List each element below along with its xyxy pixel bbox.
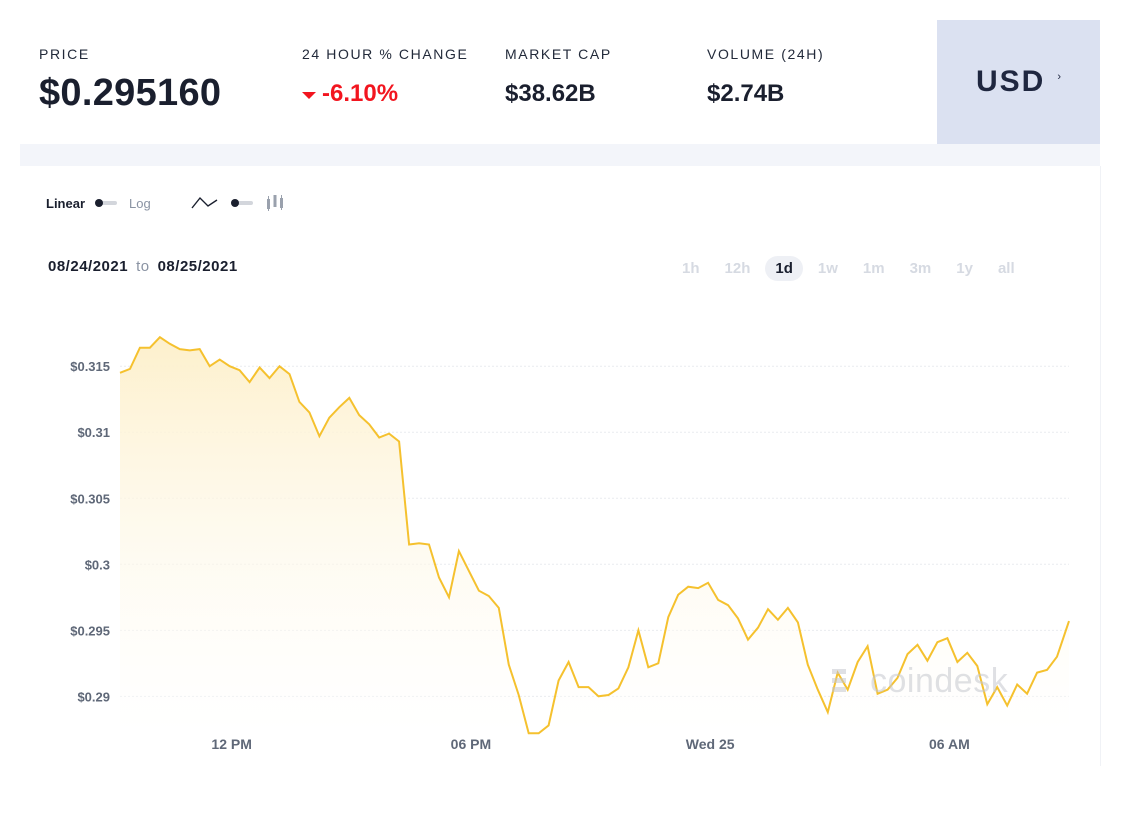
market-cap-value: $38.62B [505,80,596,107]
time-range-buttons: 1h 12h 1d 1w 1m 3m 1y all [672,256,1030,281]
date-from[interactable]: 08/24/2021 [48,258,129,275]
header-band [20,144,1100,166]
coindesk-watermark: coindesk [830,662,1008,701]
range-all[interactable]: all [997,260,1015,277]
date-range[interactable]: 08/24/2021 to 08/25/2021 [48,258,238,275]
price-area [120,337,1069,734]
toggle-knob [230,199,239,207]
scale-linear-label[interactable]: Linear [46,195,86,211]
range-3m[interactable]: 3m [909,260,932,277]
change-label: 24 HOUR % CHANGE [302,46,469,62]
x-tick-label: 12 PM [211,736,251,752]
date-to-word: to [136,258,150,275]
x-axis: 12 PM 06 PM Wed 25 06 AM [211,736,969,752]
x-tick-label: Wed 25 [686,736,735,752]
change-value: -6.10% [322,80,399,107]
x-tick-label: 06 PM [451,736,491,752]
toggle-track [234,201,253,205]
change-stat: 24 HOUR % CHANGE -6.10% [302,46,468,108]
scale-toggle[interactable] [95,199,118,207]
y-tick-label: $0.3 [85,557,110,572]
chart-controls: Linear Log [46,190,285,216]
range-1d[interactable]: 1d [765,256,803,281]
caret-down-icon [302,92,316,99]
range-1h[interactable]: 1h [682,260,700,277]
y-tick-label: $0.31 [77,425,110,440]
chevron-down-icon: › [1057,71,1061,83]
y-tick-label: $0.315 [70,359,110,374]
y-tick-label: $0.295 [70,623,110,638]
date-to[interactable]: 08/25/2021 [157,258,238,275]
range-12h[interactable]: 12h [724,260,751,277]
range-1m[interactable]: 1m [862,260,885,277]
stats-panel: PRICE $0.295160 24 HOUR % CHANGE -6.10% … [20,20,937,144]
price-label: PRICE [39,46,90,62]
x-tick-label: 06 AM [929,736,970,752]
change-value-row: -6.10% [302,80,468,108]
market-cap-stat: MARKET CAP $38.62B [505,46,612,108]
volume-label: VOLUME (24H) [707,46,825,62]
y-tick-label: $0.29 [77,689,110,704]
toggle-knob [95,199,104,207]
currency-selector[interactable]: USD › [937,20,1100,144]
price-stat: PRICE $0.295160 [39,46,221,115]
price-line [119,335,1070,735]
toggle-track [99,201,118,205]
volume-stat: VOLUME (24H) $2.74B [707,46,824,108]
volume-value: $2.74B [707,80,785,107]
watermark-text: coindesk [870,662,1009,700]
y-tick-label: $0.305 [70,491,110,506]
chart-type-toggle[interactable] [230,199,253,207]
scale-log-label[interactable]: Log [129,195,151,211]
y-axis: $0.315 $0.31 $0.305 $0.3 $0.295 $0.29 [70,359,110,704]
range-1w[interactable]: 1w [817,260,838,277]
line-chart-icon[interactable] [191,195,219,211]
coindesk-logo-icon [832,668,846,692]
price-value: $0.295160 [39,72,222,114]
range-1y[interactable]: 1y [956,260,973,277]
price-chart[interactable]: $0.315 $0.31 $0.305 $0.3 $0.295 $0.29 12 PM 06… [40,300,1080,770]
market-cap-label: MARKET CAP [505,46,612,62]
panel-divider [1100,166,1101,766]
currency-label: USD [975,65,1046,98]
candlestick-icon[interactable] [265,193,285,213]
